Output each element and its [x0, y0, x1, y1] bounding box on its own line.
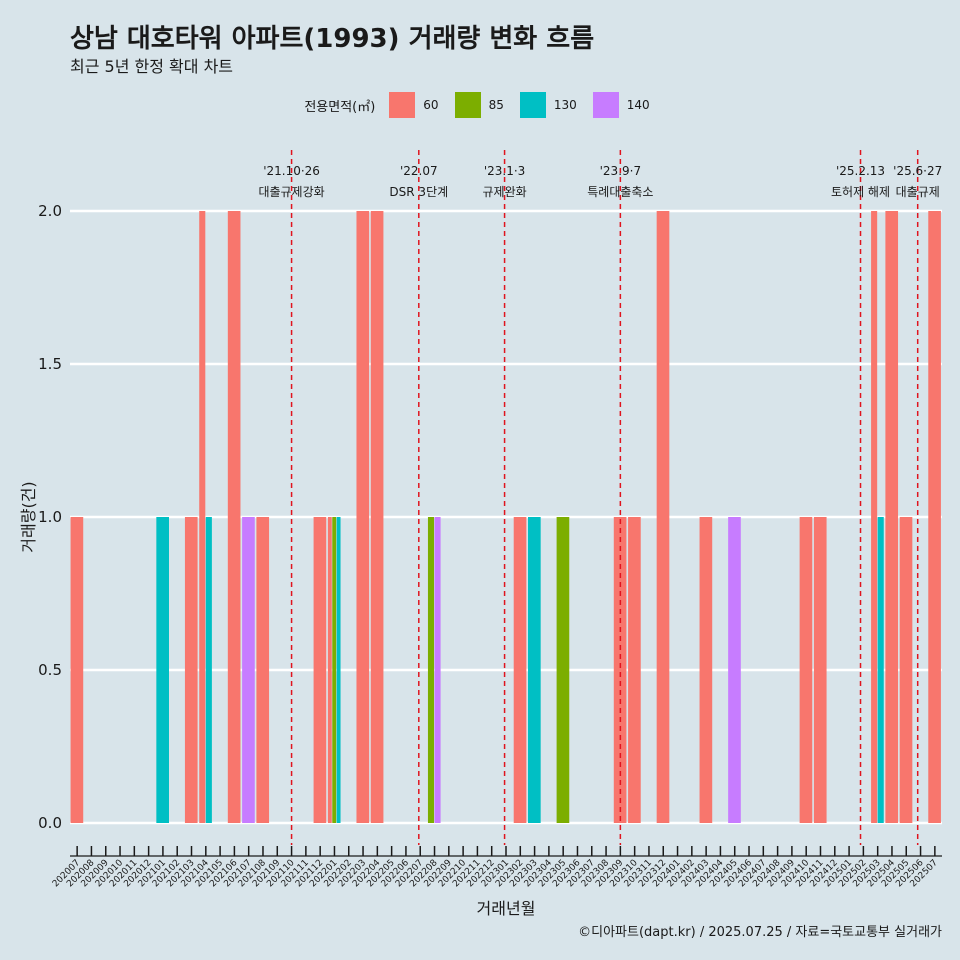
legend: 전용면적(㎡) 60 85 130 140 [0, 92, 960, 118]
bar-60-202310 [628, 517, 641, 823]
event-date-label: '22.07 [400, 164, 438, 178]
bar-60-202504 [885, 211, 899, 823]
legend-label-60: 60 [423, 98, 439, 112]
legend-title: 전용면적(㎡) [304, 99, 376, 115]
bar-130-202101 [156, 517, 169, 823]
event-date-label: '23.1·3 [484, 164, 525, 178]
legend-label-130: 130 [553, 98, 577, 112]
bar-60-202403 [699, 517, 713, 823]
bar-140-202208 [434, 517, 441, 823]
bar-140-202107 [242, 517, 255, 823]
bar-130-202503 [877, 517, 884, 823]
y-tick-label: 0.5 [38, 661, 62, 679]
y-tick-label: 1.5 [38, 355, 62, 373]
event-label: 규제완화 [482, 185, 526, 199]
bar-60-202204 [370, 211, 384, 823]
source-caption: ©디아파트(dapt.kr) / 2025.07.25 / 자료=국토교통부 실… [578, 925, 942, 940]
bar-60-202410 [799, 517, 813, 823]
bar-60-202503 [871, 211, 878, 823]
bar-140-202405 [728, 517, 741, 823]
bar-130-202104 [205, 517, 212, 823]
legend-label-85: 85 [488, 98, 504, 112]
event-label: 대출규제 [896, 185, 940, 199]
y-tick-label: 0.0 [38, 814, 62, 832]
event-label: 특례대출축소 [587, 185, 653, 199]
bar-60-202312 [656, 211, 670, 823]
legend-swatch-130 [519, 92, 546, 118]
bar-60-202507 [928, 211, 941, 823]
bar-60-202309 [613, 517, 627, 823]
bar-60-202108 [256, 517, 270, 823]
event-date-label: '25.2.13 [836, 164, 885, 178]
bar-130-202303 [528, 517, 541, 823]
bar-60-202201 [327, 517, 332, 823]
legend-swatch-140 [592, 92, 619, 118]
legend-swatch-60 [389, 92, 416, 118]
bar-85-202208 [427, 517, 435, 823]
event-label: 토허제 해제 [831, 185, 890, 199]
event-label: DSR 3단계 [389, 185, 448, 199]
y-axis-title: 거래량(건) [19, 481, 38, 552]
legend-item-85: 85 [454, 92, 504, 118]
bar-60-202411 [813, 517, 827, 823]
legend-item-140: 140 [592, 92, 650, 118]
y-tick-label: 1.0 [38, 508, 62, 526]
bar-85-202305 [556, 517, 570, 823]
event-date-label: '25.6·27 [893, 164, 942, 178]
bar-60-202112 [313, 517, 327, 823]
event-label: 대출규제강화 [258, 185, 324, 199]
bar-60-202203 [356, 211, 370, 823]
bar-60-202103 [184, 517, 198, 823]
bar-60-202104 [199, 211, 206, 823]
x-axis-title: 거래년월 [477, 899, 536, 918]
legend-item-60: 60 [389, 92, 439, 118]
bar-60-202106 [227, 211, 241, 823]
event-date-label: '21.10·26 [263, 164, 320, 178]
event-date-label: '23.9·7 [600, 164, 641, 178]
bar-130-202201 [336, 517, 341, 823]
legend-swatch-85 [454, 92, 481, 118]
chart-title: 상남 대호타워 아파트(1993) 거래량 변화 흐름 [70, 24, 595, 54]
bar-60-202007 [70, 517, 84, 823]
legend-item-130: 130 [519, 92, 577, 118]
bar-85-202201 [332, 517, 337, 823]
bar-60-202505 [899, 517, 913, 823]
y-tick-label: 2.0 [38, 202, 62, 220]
bar-60-202302 [513, 517, 527, 823]
chart-subtitle: 최근 5년 한정 확대 차트 [70, 57, 234, 76]
legend-label-140: 140 [626, 98, 650, 112]
